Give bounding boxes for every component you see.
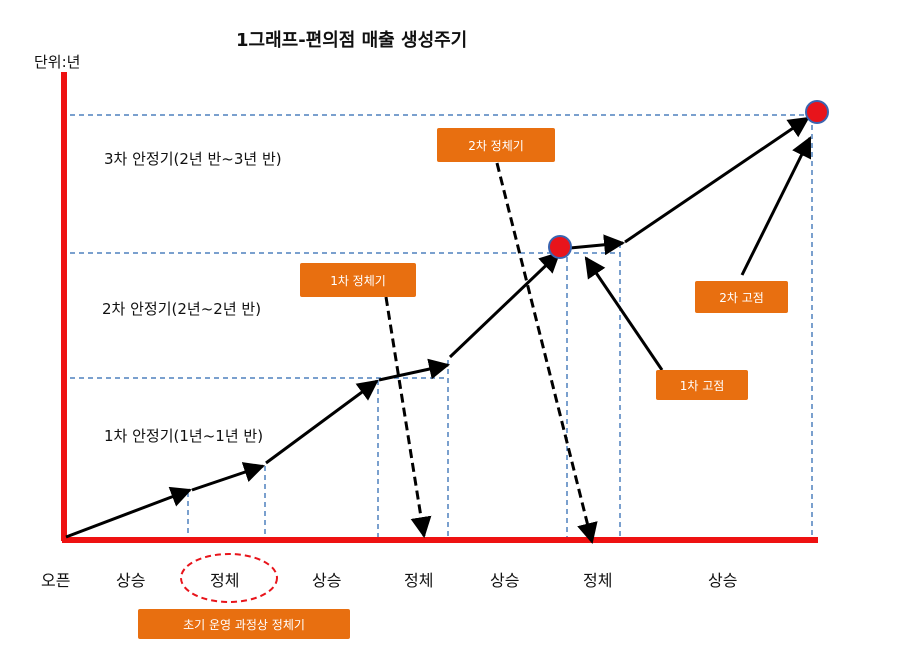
growth-arrow (191, 462, 265, 492)
x-label-rise: 상승 (312, 571, 342, 590)
band-label-1: 1차 안정기(1년~1년 반) (104, 427, 264, 445)
stagnation-2-arrow (495, 162, 598, 545)
page-title: 1그래프-편의점 매출 생성주기 (236, 30, 468, 51)
growth-arrow (624, 116, 810, 244)
unit-label: 단위:년 (34, 53, 81, 71)
x-label-rise: 상승 (490, 571, 520, 590)
band-label-3: 3차 안정기(2년 반~3년 반) (104, 150, 282, 168)
fix-1-arrow (584, 256, 664, 371)
stagnation-1-arrow (384, 296, 432, 539)
guide-lines (70, 114, 813, 540)
x-label-stagnant: 정체 (210, 571, 240, 590)
initial-stagnation-tag: 초기 운영 과정상 정체기 (138, 609, 350, 639)
x-label-stagnant: 정체 (583, 571, 613, 590)
fix-2-tag: 2차 고점 (695, 281, 788, 313)
growth-arrow (569, 234, 626, 256)
growth-arrow (265, 379, 379, 465)
growth-arrow (378, 358, 451, 382)
x-label-rise: 상승 (116, 571, 146, 590)
x-label-stagnant: 정체 (404, 571, 434, 590)
x-label-rise: 상승 (708, 571, 738, 590)
band-label-2: 2차 안정기(2년~2년 반) (102, 300, 262, 318)
fix-2-arrow (740, 136, 812, 276)
growth-arrow (65, 486, 192, 539)
peak-point-2 (805, 100, 829, 124)
growth-path (65, 116, 810, 539)
x-label-open: 오픈 (41, 571, 71, 590)
stagnation-2-tag: 2차 정체기 (437, 128, 555, 162)
initial-stagnation-ellipse (180, 553, 278, 603)
stagnation-1-tag: 1차 정체기 (300, 263, 416, 297)
callout-arrows (384, 136, 812, 545)
growth-arrow (448, 251, 561, 359)
fix-1-tag: 1차 고점 (656, 370, 748, 400)
peak-point-1 (548, 235, 572, 259)
